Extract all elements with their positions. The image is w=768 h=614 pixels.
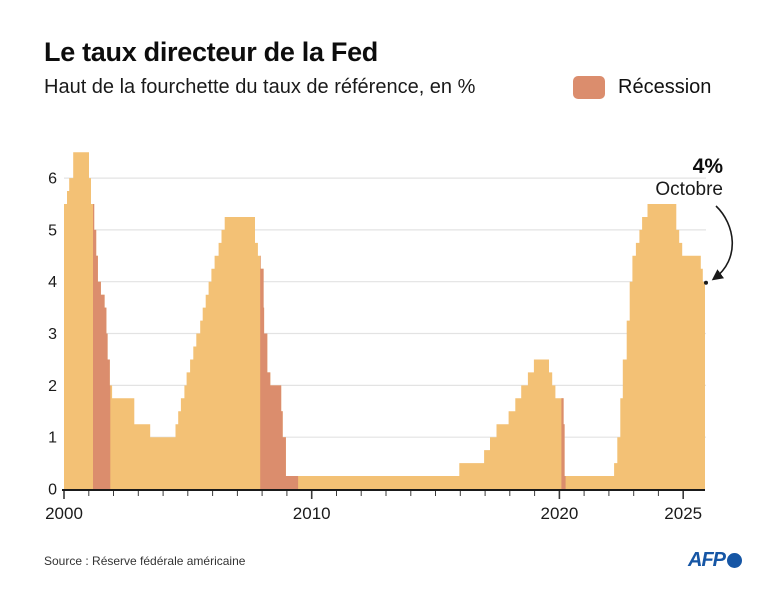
- afp-globe-icon: [727, 552, 742, 568]
- afp-logo-text: AFP: [688, 548, 726, 571]
- annotation-arrow: [711, 205, 734, 281]
- svg-text:2025: 2025: [664, 504, 702, 523]
- legend: Récession: [573, 76, 711, 99]
- svg-text:2000: 2000: [45, 504, 83, 523]
- svg-text:0: 0: [48, 482, 57, 499]
- recession-legend-label: Récession: [618, 76, 712, 98]
- svg-text:1: 1: [48, 430, 57, 447]
- series-end-dot: [704, 280, 708, 285]
- svg-text:2: 2: [48, 378, 57, 395]
- recession-swatch-icon: [573, 76, 605, 99]
- svg-text:6: 6: [48, 171, 57, 188]
- svg-text:3: 3: [48, 326, 57, 343]
- svg-text:4: 4: [48, 274, 57, 291]
- afp-logo: AFP: [688, 549, 742, 571]
- latest-rate-annotation: 4% Octobre: [655, 155, 723, 201]
- chart-subtitle: Haut de la fourchette du taux de référen…: [44, 76, 476, 98]
- source-note: Source : Réserve fédérale américaine: [44, 554, 246, 568]
- page-title: Le taux directeur de la Fed: [44, 37, 379, 67]
- svg-text:5: 5: [48, 222, 57, 239]
- svg-text:2020: 2020: [540, 504, 578, 523]
- latest-rate-value: 4%: [692, 155, 723, 178]
- latest-rate-month: Octobre: [655, 179, 723, 201]
- svg-text:2010: 2010: [293, 504, 331, 523]
